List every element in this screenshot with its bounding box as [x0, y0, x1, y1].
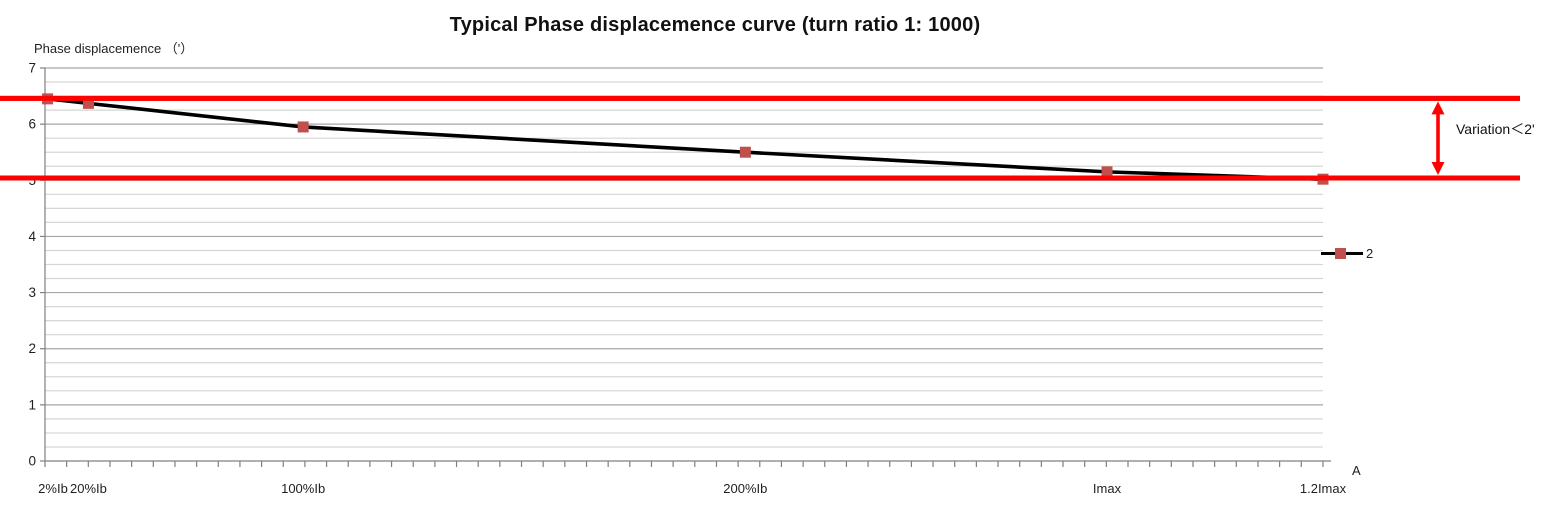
x-axis-category-label: 2%Ib — [38, 481, 68, 496]
variation-arrow-head-down-icon — [1431, 162, 1445, 176]
x-axis-unit-label: A — [1352, 463, 1361, 478]
legend-marker-icon — [1335, 248, 1346, 259]
legend-line-sample — [1321, 248, 1363, 259]
x-axis-category-label: 20%Ib — [70, 481, 107, 496]
y-axis-caption: Phase displacemence （'） — [34, 41, 194, 56]
series-line — [45, 97, 1325, 181]
y-axis-tick-label: 0 — [28, 454, 36, 469]
variation-arrow-head-up-icon — [1431, 101, 1445, 115]
x-axis-category-label: 1.2Imax — [1299, 481, 1347, 496]
data-point-marker — [297, 121, 309, 133]
y-axis-tick-label: 1 — [28, 397, 36, 412]
legend-series-label: 2 — [1366, 246, 1374, 261]
y-axis-tick-label: 3 — [28, 285, 36, 300]
y-axis-tick-label: 6 — [28, 117, 36, 132]
y-axis-tick-label: 7 — [28, 61, 36, 76]
y-axis-tick-label: 4 — [28, 229, 36, 244]
y-axis-tick-label: 2 — [28, 341, 36, 356]
data-point-marker — [1101, 166, 1113, 178]
x-axis-category-label: 200%Ib — [723, 481, 768, 496]
x-axis-category-label: Imax — [1092, 481, 1122, 496]
data-point-marker — [82, 97, 94, 109]
x-axis-category-label: 100%Ib — [281, 481, 326, 496]
variation-annotation: Variation＜2' — [1456, 121, 1535, 137]
legend: 2 — [1321, 246, 1373, 261]
data-point-marker — [739, 146, 751, 158]
chart-title: Typical Phase displacemence curve (turn … — [449, 14, 981, 36]
